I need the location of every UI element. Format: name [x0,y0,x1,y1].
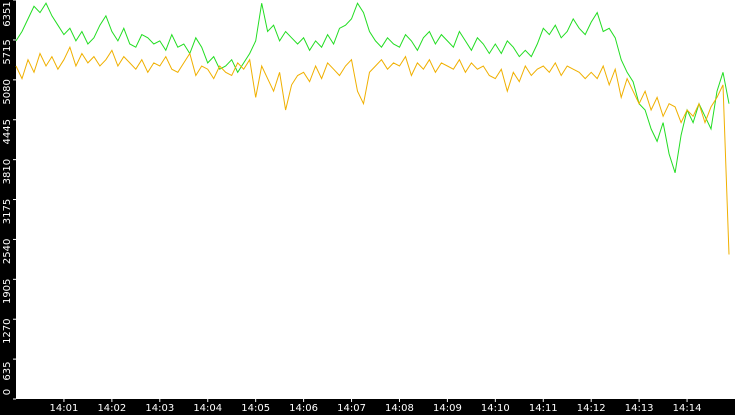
x-tick-label: 14:04 [193,403,222,414]
y-tick-label: 3810 [2,159,13,184]
y-tick-label: 635 [2,362,13,381]
x-tick-label: 14:08 [385,403,414,414]
x-tick-label: 14:13 [625,403,654,414]
x-tick-label: 14:14 [673,403,702,414]
x-axis-strip [0,399,735,415]
y-axis-strip [0,0,16,415]
y-tick-label: 3175 [2,199,13,224]
x-tick-label: 14:02 [97,403,126,414]
series-line [15,45,730,255]
y-tick-label: 6351 [2,1,13,26]
y-tick-label: 2540 [2,239,13,264]
y-tick-label: 5080 [2,79,13,104]
x-tick-label: 14:07 [337,403,366,414]
y-tick-label: 4445 [2,119,13,144]
y-tick-label: 5715 [2,39,13,64]
x-tick-label: 14:10 [481,403,510,414]
x-tick-label: 14:09 [433,403,462,414]
series-line [15,2,730,173]
x-tick-label: 14:05 [241,403,270,414]
x-tick-label: 14:01 [50,403,79,414]
x-tick-label: 14:11 [529,403,558,414]
y-tick-label: 1270 [2,318,13,343]
y-tick-label: 0 [2,389,13,395]
x-tick-label: 14:03 [145,403,174,414]
x-tick-label: 14:12 [577,403,606,414]
x-tick-label: 14:06 [289,403,318,414]
y-tick-label: 1905 [2,279,13,304]
